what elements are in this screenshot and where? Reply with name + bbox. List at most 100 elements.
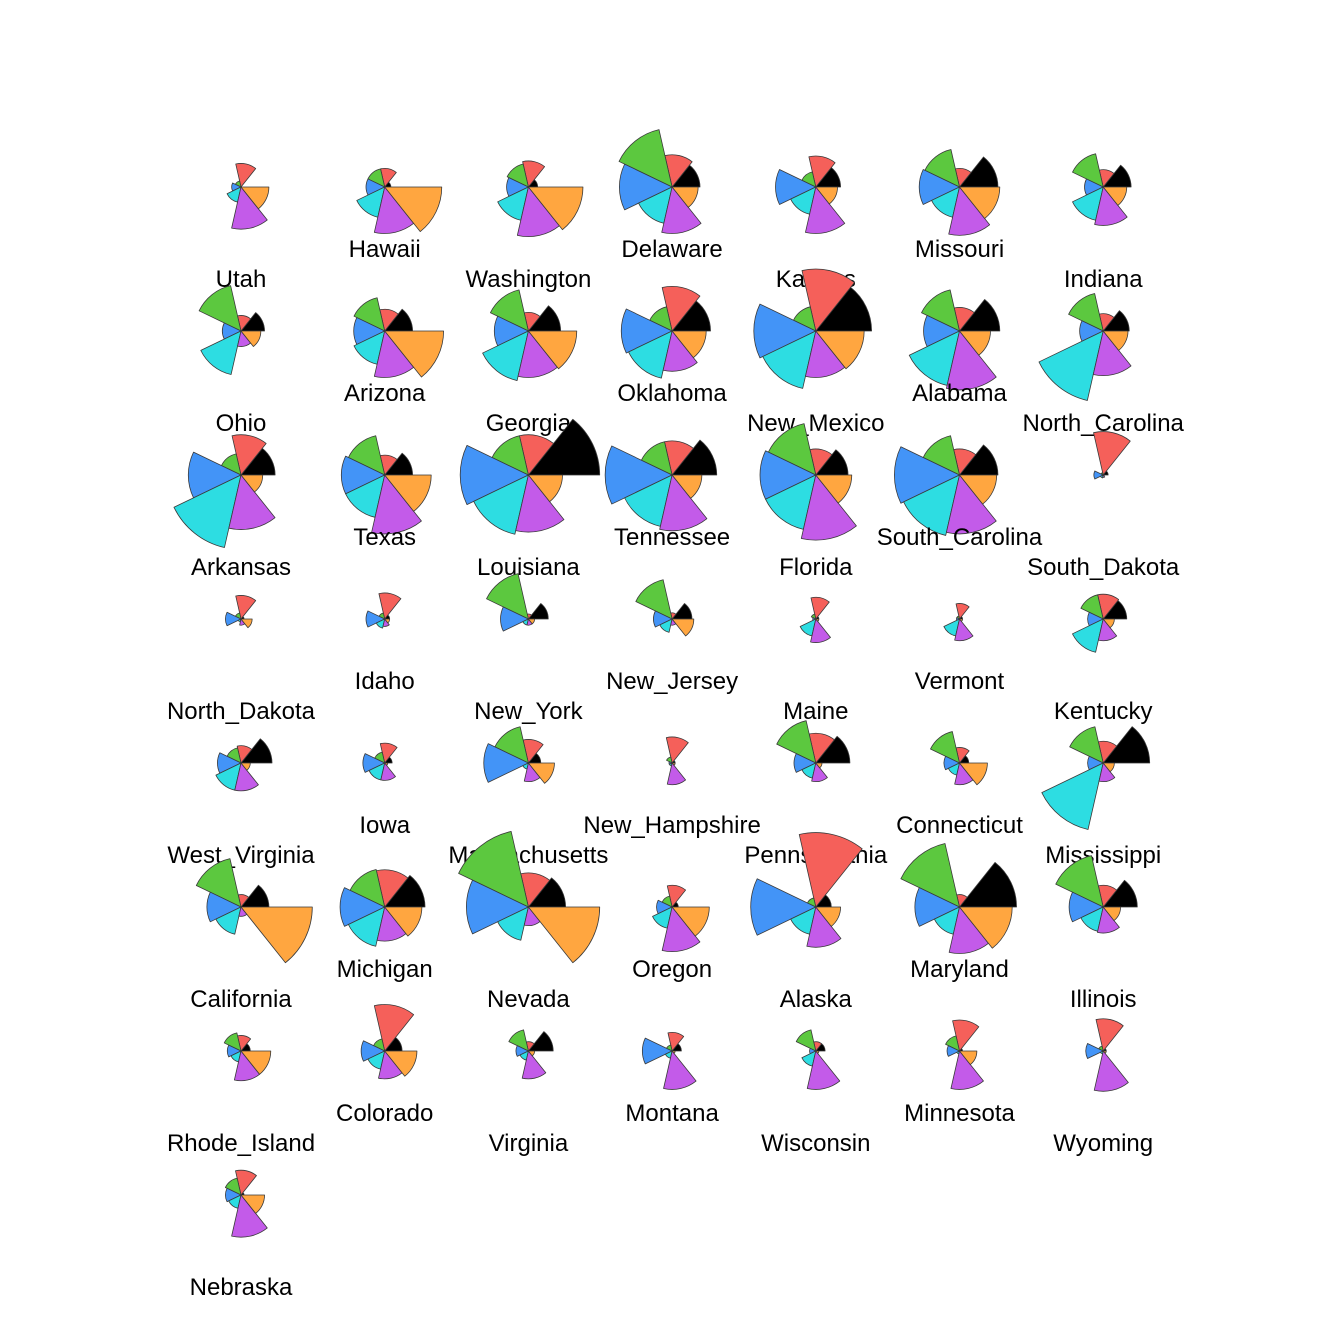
- segment: [959, 618, 963, 622]
- star-west-virginia: West_Virginia: [167, 738, 315, 869]
- segment: [1068, 293, 1104, 332]
- star-kentucky: Kentucky: [1054, 593, 1153, 725]
- segment: [900, 843, 960, 908]
- segment: [228, 474, 276, 530]
- state-label: Nevada: [487, 986, 570, 1013]
- segment: [384, 875, 426, 908]
- segment: [946, 1045, 960, 1057]
- star-wyoming: Wyoming: [1053, 1018, 1153, 1157]
- state-label: West_Virginia: [167, 842, 315, 869]
- state-label: Idaho: [355, 668, 415, 695]
- segment: [240, 312, 265, 332]
- segment: [240, 906, 313, 964]
- segment: [671, 439, 718, 476]
- segment: [1102, 762, 1115, 773]
- state-label: Louisiana: [477, 554, 580, 581]
- segment: [384, 186, 443, 232]
- star-north-dakota: North_Dakota: [167, 595, 316, 725]
- state-label: New_York: [474, 698, 584, 725]
- state-label: Washington: [465, 266, 591, 293]
- state-label: Maryland: [910, 956, 1009, 983]
- state-label: Hawaii: [349, 236, 421, 263]
- segment: [528, 418, 601, 476]
- star-massachusetts: Massachusetts: [448, 726, 608, 869]
- state-label: Connecticut: [896, 812, 1023, 839]
- segment: [528, 762, 555, 784]
- state-label: Ohio: [216, 410, 267, 437]
- star-louisiana: Louisiana: [459, 418, 601, 581]
- segment: [384, 762, 389, 766]
- segment: [903, 474, 960, 536]
- segment: [240, 738, 273, 764]
- segment: [1102, 618, 1115, 629]
- star-connecticut: Connecticut: [896, 731, 1023, 839]
- segment: [959, 299, 1001, 332]
- segment: [1102, 186, 1128, 206]
- segment: [671, 762, 676, 766]
- segment: [223, 1032, 242, 1052]
- segment: [671, 474, 703, 499]
- star-hawaii: Hawaii: [349, 168, 443, 263]
- segment: [490, 289, 529, 332]
- segment: [1102, 726, 1151, 764]
- segment: [1055, 855, 1104, 908]
- segment: [240, 1050, 272, 1075]
- stars-layer: UtahHawaiiWashingtonDelawareKansasMissou…: [167, 129, 1185, 1301]
- state-label: Illinois: [1070, 986, 1137, 1013]
- state-label: Alaska: [780, 986, 853, 1013]
- segment: [759, 450, 817, 500]
- segment: [528, 1031, 554, 1052]
- segment: [528, 618, 536, 625]
- segment: [815, 1050, 820, 1054]
- segment: [231, 434, 267, 476]
- segment: [195, 858, 242, 908]
- segment: [959, 762, 988, 786]
- segment: [914, 887, 960, 927]
- star-oklahoma: Oklahoma: [617, 285, 727, 407]
- star-tennessee: Tennessee: [604, 439, 730, 551]
- segment: [508, 1029, 529, 1052]
- segment: [235, 1169, 257, 1196]
- state-label: New_Jersey: [606, 668, 738, 695]
- segment: [1102, 906, 1121, 921]
- segment: [362, 753, 386, 773]
- segment: [810, 596, 830, 620]
- star-arizona: Arizona: [344, 297, 444, 407]
- segment: [815, 286, 872, 332]
- segment: [620, 308, 673, 354]
- star-rhode-island: Rhode_Island: [167, 1032, 315, 1157]
- star-north-carolina: North_Carolina: [1022, 293, 1185, 437]
- star-colorado: Colorado: [336, 1004, 433, 1127]
- segment: [959, 330, 991, 356]
- segment: [671, 906, 710, 937]
- segment: [604, 445, 673, 505]
- star-ohio: Ohio: [198, 285, 267, 437]
- star-new-jersey: New_Jersey: [606, 579, 738, 695]
- segment: [234, 762, 259, 792]
- star-georgia: Georgia: [482, 289, 578, 437]
- state-label: Mississippi: [1045, 842, 1161, 869]
- state-label: New_Hampshire: [583, 812, 760, 839]
- segment: [375, 618, 386, 629]
- segment: [515, 1045, 529, 1057]
- segment: [894, 446, 960, 504]
- segment: [808, 155, 836, 188]
- segment: [663, 1050, 697, 1090]
- star-new-york: New_York: [474, 573, 584, 725]
- segment: [486, 573, 529, 620]
- segment: [225, 1187, 242, 1203]
- segment: [1097, 618, 1118, 642]
- segment: [800, 474, 857, 541]
- star-nebraska: Nebraska: [190, 1169, 293, 1301]
- segment: [955, 603, 970, 620]
- star-california: California: [190, 858, 313, 1013]
- star-illinois: Illinois: [1055, 855, 1138, 1013]
- segment: [618, 129, 673, 188]
- star-virginia: Virginia: [489, 1029, 569, 1157]
- segment: [521, 1050, 547, 1080]
- segment: [382, 618, 390, 627]
- state-label: Virginia: [489, 1130, 569, 1157]
- segment: [810, 613, 817, 620]
- segment: [1093, 1050, 1129, 1092]
- segment: [945, 474, 997, 535]
